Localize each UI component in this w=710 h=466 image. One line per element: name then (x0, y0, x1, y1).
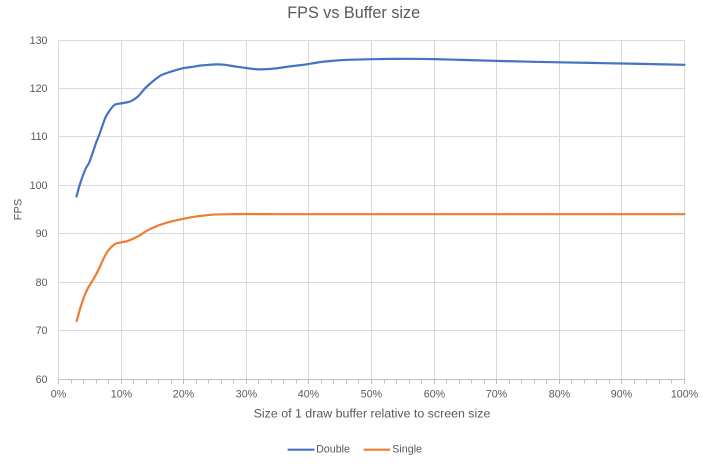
svg-text:110: 110 (30, 131, 47, 143)
svg-text:70: 70 (36, 325, 48, 337)
svg-text:90: 90 (36, 228, 48, 240)
svg-text:80%: 80% (549, 389, 571, 401)
svg-text:60: 60 (36, 374, 48, 386)
svg-text:20%: 20% (173, 389, 195, 401)
svg-text:100%: 100% (671, 389, 699, 401)
svg-text:30%: 30% (236, 389, 258, 401)
svg-text:70%: 70% (486, 389, 508, 401)
svg-text:10%: 10% (111, 389, 133, 401)
svg-text:120: 120 (30, 83, 48, 95)
svg-text:90%: 90% (611, 389, 633, 401)
svg-text:FPS: FPS (13, 199, 25, 220)
svg-text:40%: 40% (298, 389, 320, 401)
svg-text:60%: 60% (424, 389, 446, 401)
svg-text:0%: 0% (51, 389, 67, 401)
svg-text:Single: Single (392, 443, 422, 455)
svg-text:FPS vs Buffer size: FPS vs Buffer size (287, 4, 420, 22)
svg-text:130: 130 (30, 35, 48, 47)
svg-text:50%: 50% (361, 389, 383, 401)
svg-text:100: 100 (30, 180, 48, 192)
svg-text:Double: Double (316, 443, 350, 455)
svg-text:80: 80 (36, 277, 48, 289)
svg-text:Size of 1 draw buffer relative: Size of 1 draw buffer relative to screen… (254, 407, 491, 421)
